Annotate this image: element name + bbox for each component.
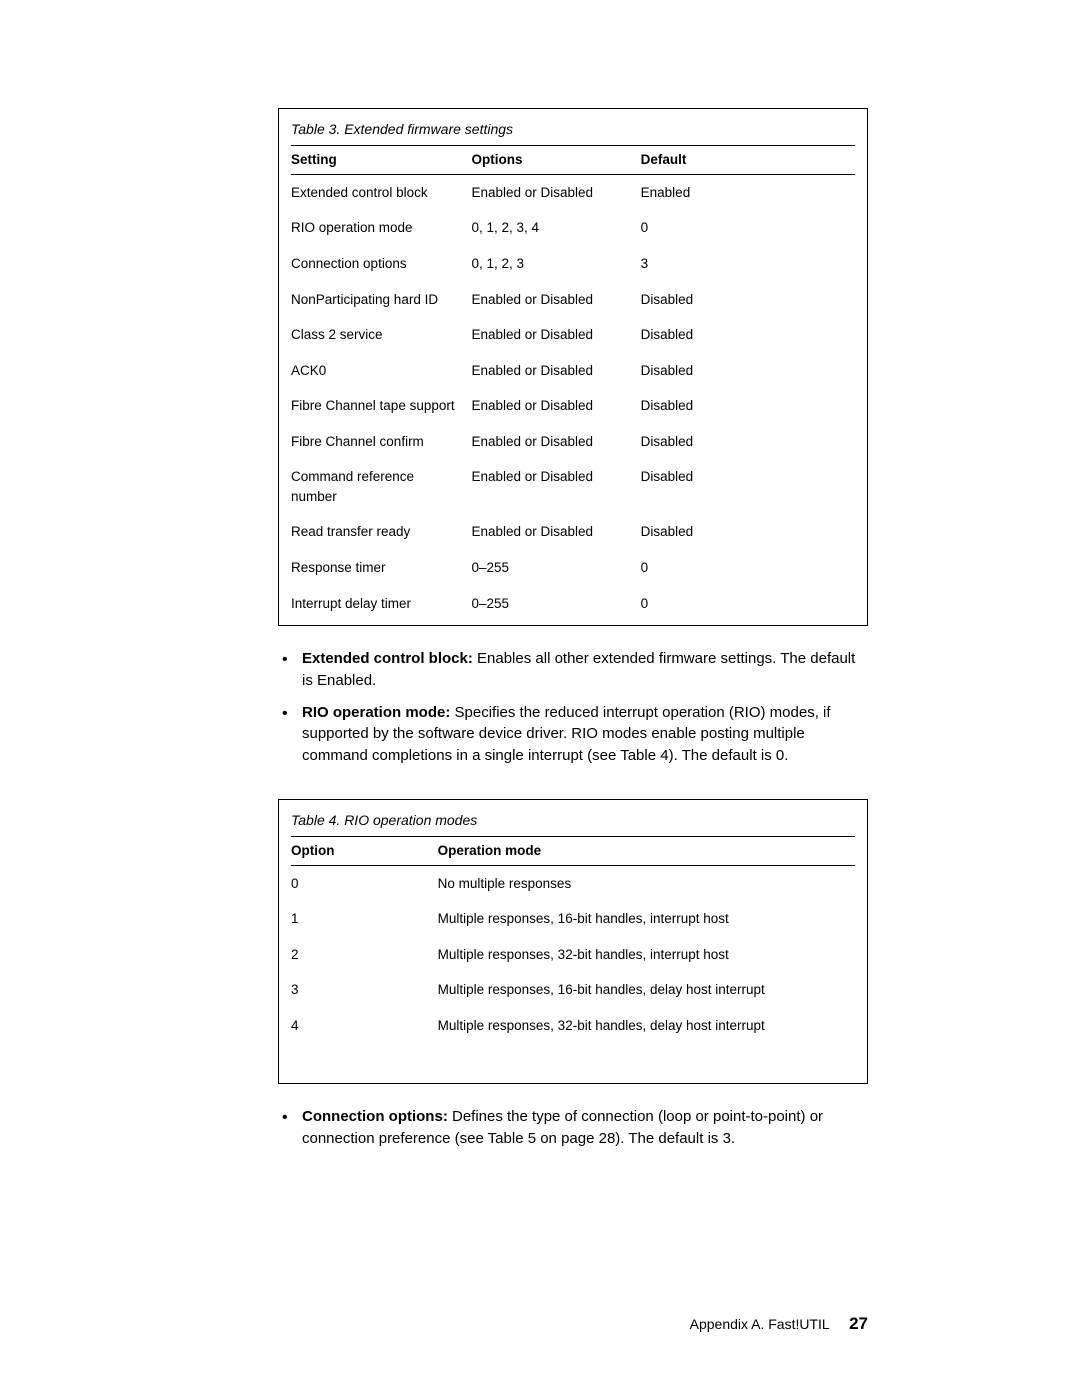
- table-row: Class 2 serviceEnabled or DisabledDisabl…: [291, 317, 855, 353]
- cell: Disabled: [641, 282, 855, 318]
- table4-header-option: Option: [291, 837, 438, 865]
- cell: Fibre Channel tape support: [291, 388, 471, 424]
- list-item: RIO operation mode: Specifies the reduce…: [302, 702, 868, 777]
- cell: Interrupt delay timer: [291, 586, 471, 622]
- list-item: Connection options: Defines the type of …: [302, 1106, 868, 1160]
- list-item: Extended control block: Enables all othe…: [302, 648, 868, 702]
- page-number: 27: [849, 1314, 868, 1333]
- cell: 1: [291, 901, 438, 937]
- cell: Enabled or Disabled: [471, 514, 640, 550]
- cell: ACK0: [291, 353, 471, 389]
- cell: 0: [641, 210, 855, 246]
- table4: Option Operation mode 0No multiple respo…: [291, 837, 855, 1079]
- table-rio-operation-modes: Table 4. RIO operation modes Option Oper…: [278, 799, 868, 1084]
- cell: Enabled: [641, 174, 855, 210]
- table-row: NonParticipating hard IDEnabled or Disab…: [291, 282, 855, 318]
- footer-label: Appendix A. Fast!UTIL: [690, 1316, 830, 1332]
- cell: Extended control block: [291, 174, 471, 210]
- term: Connection options:: [302, 1108, 448, 1125]
- table-row: 2Multiple responses, 32-bit handles, int…: [291, 937, 855, 973]
- cell: Response timer: [291, 550, 471, 586]
- table4-header-row: Option Operation mode: [291, 837, 855, 865]
- cell: Enabled or Disabled: [471, 353, 640, 389]
- cell: Enabled or Disabled: [471, 424, 640, 460]
- cell: Enabled or Disabled: [471, 282, 640, 318]
- cell: 0: [291, 865, 438, 901]
- table-row: [291, 1044, 855, 1080]
- table-row: ACK0Enabled or DisabledDisabled: [291, 353, 855, 389]
- cell: Connection options: [291, 246, 471, 282]
- table-extended-firmware-settings: Table 3. Extended firmware settings Sett…: [278, 108, 868, 626]
- table4-body: 0No multiple responses 1Multiple respons…: [291, 865, 855, 1079]
- table-row: Command reference numberEnabled or Disab…: [291, 459, 855, 514]
- cell: Multiple responses, 16-bit handles, inte…: [438, 901, 855, 937]
- table-row: Connection options0, 1, 2, 33: [291, 246, 855, 282]
- page: Table 3. Extended firmware settings Sett…: [0, 0, 1080, 1397]
- cell: Command reference number: [291, 459, 471, 514]
- table-row: Fibre Channel confirmEnabled or Disabled…: [291, 424, 855, 460]
- cell: Disabled: [641, 459, 855, 514]
- bullet-list-1: Extended control block: Enables all othe…: [278, 648, 868, 777]
- cell: Disabled: [641, 514, 855, 550]
- cell: Enabled or Disabled: [471, 459, 640, 514]
- cell: 4: [291, 1008, 438, 1044]
- cell: NonParticipating hard ID: [291, 282, 471, 318]
- term: Extended control block:: [302, 650, 473, 667]
- cell: 3: [291, 972, 438, 1008]
- table3-header-row: Setting Options Default: [291, 146, 855, 174]
- table-row: 1Multiple responses, 16-bit handles, int…: [291, 901, 855, 937]
- cell: 3: [641, 246, 855, 282]
- term: RIO operation mode:: [302, 704, 450, 721]
- table-row: 0No multiple responses: [291, 865, 855, 901]
- cell: Read transfer ready: [291, 514, 471, 550]
- page-footer: Appendix A. Fast!UTIL 27: [690, 1312, 868, 1337]
- cell: Disabled: [641, 424, 855, 460]
- cell: 0–255: [471, 550, 640, 586]
- cell: 0: [641, 586, 855, 622]
- cell: [438, 1044, 855, 1080]
- table-row: Fibre Channel tape supportEnabled or Dis…: [291, 388, 855, 424]
- cell: 0, 1, 2, 3, 4: [471, 210, 640, 246]
- table3-header-setting: Setting: [291, 146, 471, 174]
- cell: Enabled or Disabled: [471, 174, 640, 210]
- cell: 0, 1, 2, 3: [471, 246, 640, 282]
- cell: Multiple responses, 16-bit handles, dela…: [438, 972, 855, 1008]
- table-row: Extended control blockEnabled or Disable…: [291, 174, 855, 210]
- table-row: 4Multiple responses, 32-bit handles, del…: [291, 1008, 855, 1044]
- table-row: 3Multiple responses, 16-bit handles, del…: [291, 972, 855, 1008]
- cell: 2: [291, 937, 438, 973]
- cell: [291, 1044, 438, 1080]
- cell: No multiple responses: [438, 865, 855, 901]
- table-row: RIO operation mode0, 1, 2, 3, 40: [291, 210, 855, 246]
- cell: 0: [641, 550, 855, 586]
- table3: Setting Options Default Extended control…: [291, 146, 855, 621]
- cell: Class 2 service: [291, 317, 471, 353]
- table4-header-operation-mode: Operation mode: [438, 837, 855, 865]
- table3-body: Extended control blockEnabled or Disable…: [291, 174, 855, 621]
- bullet-list-2: Connection options: Defines the type of …: [278, 1106, 868, 1160]
- cell: RIO operation mode: [291, 210, 471, 246]
- table3-header-default: Default: [641, 146, 855, 174]
- table3-caption: Table 3. Extended firmware settings: [291, 117, 855, 145]
- table-row: Interrupt delay timer0–2550: [291, 586, 855, 622]
- cell: Multiple responses, 32-bit handles, inte…: [438, 937, 855, 973]
- cell: Disabled: [641, 317, 855, 353]
- cell: Multiple responses, 32-bit handles, dela…: [438, 1008, 855, 1044]
- cell: Enabled or Disabled: [471, 388, 640, 424]
- cell: Enabled or Disabled: [471, 317, 640, 353]
- table-row: Response timer0–2550: [291, 550, 855, 586]
- table4-caption: Table 4. RIO operation modes: [291, 808, 855, 836]
- cell: Fibre Channel confirm: [291, 424, 471, 460]
- table-row: Read transfer readyEnabled or DisabledDi…: [291, 514, 855, 550]
- table3-header-options: Options: [471, 146, 640, 174]
- cell: Disabled: [641, 388, 855, 424]
- cell: 0–255: [471, 586, 640, 622]
- cell: Disabled: [641, 353, 855, 389]
